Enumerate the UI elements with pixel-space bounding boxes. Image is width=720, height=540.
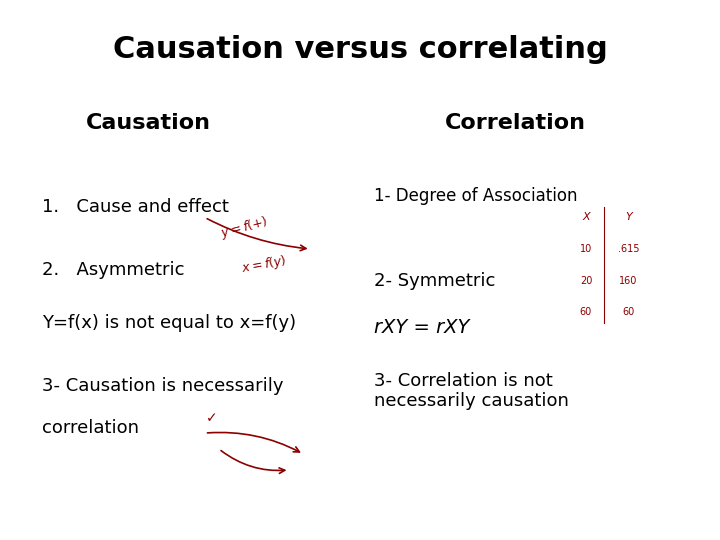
Text: $\checkmark$: $\checkmark$ (204, 410, 216, 424)
Text: 1.   Cause and effect: 1. Cause and effect (42, 198, 229, 216)
Text: 3- Causation is necessarily: 3- Causation is necessarily (42, 377, 284, 395)
Text: .615: .615 (618, 244, 639, 254)
Text: Causation: Causation (86, 113, 211, 133)
Text: rXY = rXY: rXY = rXY (374, 319, 469, 338)
Text: 160: 160 (619, 275, 637, 286)
Text: 60: 60 (580, 307, 592, 317)
Text: 60: 60 (622, 307, 634, 317)
Text: 1- Degree of Association: 1- Degree of Association (374, 187, 577, 205)
Text: $y=f(+)$: $y=f(+)$ (219, 213, 270, 242)
Text: Causation versus correlating: Causation versus correlating (112, 35, 608, 64)
Text: Y: Y (625, 212, 631, 222)
Text: $x=f(y)$: $x=f(y)$ (240, 252, 288, 277)
Text: X: X (582, 212, 590, 222)
Text: correlation: correlation (42, 419, 139, 437)
Text: 20: 20 (580, 275, 592, 286)
Text: 10: 10 (580, 244, 592, 254)
Text: 2- Symmetric: 2- Symmetric (374, 272, 495, 289)
Text: Correlation: Correlation (445, 113, 586, 133)
Text: Y=f(x) is not equal to x=f(y): Y=f(x) is not equal to x=f(y) (42, 314, 297, 332)
Text: 2.   Asymmetric: 2. Asymmetric (42, 261, 185, 279)
Text: 3- Correlation is not
necessarily causation: 3- Correlation is not necessarily causat… (374, 372, 569, 410)
